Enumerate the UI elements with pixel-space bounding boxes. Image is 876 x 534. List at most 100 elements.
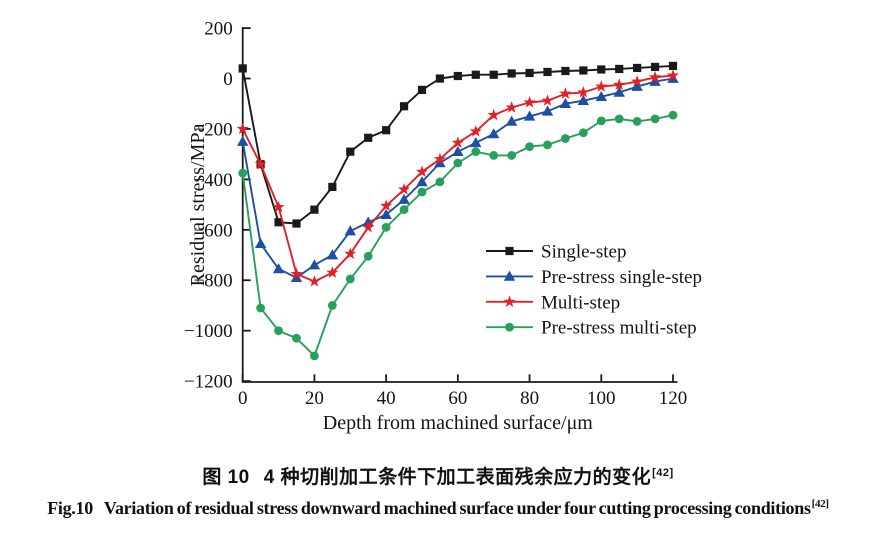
svg-text:20: 20 xyxy=(305,388,324,409)
svg-text:100: 100 xyxy=(587,388,616,409)
caption-chinese: 图 10 4 种切削加工条件下加工表面残余应力的变化[42] xyxy=(0,462,876,489)
caption-en-reference: [42] xyxy=(811,498,829,510)
triangle-marker xyxy=(308,259,321,270)
circle-marker xyxy=(505,322,514,332)
triangle-marker xyxy=(541,105,554,116)
circle-marker xyxy=(489,151,499,160)
square-marker xyxy=(310,205,319,214)
svg-text:0: 0 xyxy=(223,69,233,90)
square-marker xyxy=(346,147,355,156)
series-pre-stress-multi-step xyxy=(238,110,678,361)
square-marker xyxy=(471,70,480,79)
star-marker xyxy=(613,78,626,91)
star-marker xyxy=(362,220,375,233)
svg-text:120: 120 xyxy=(659,388,688,409)
circle-marker xyxy=(632,116,642,126)
triangle-marker xyxy=(649,75,661,86)
svg-text:−1000: −1000 xyxy=(184,321,233,342)
triangle-marker xyxy=(631,80,643,91)
circle-marker xyxy=(327,301,337,310)
circle-marker xyxy=(417,187,427,197)
star-marker xyxy=(236,122,249,135)
triangle-marker xyxy=(254,237,267,248)
star-marker xyxy=(648,70,662,83)
square-marker xyxy=(238,64,247,73)
star-marker xyxy=(505,101,518,113)
square-marker xyxy=(633,63,642,73)
square-marker xyxy=(382,126,391,135)
legend-item-single-step: Single-step xyxy=(486,242,627,263)
circle-marker xyxy=(596,116,606,126)
caption-en-number: Fig.10 xyxy=(47,498,93,518)
triangle-marker xyxy=(237,135,249,146)
star-marker xyxy=(631,75,644,87)
circle-marker xyxy=(238,168,248,178)
caption-zh-number: 图 10 xyxy=(202,467,250,488)
square-marker xyxy=(668,61,678,71)
star-marker xyxy=(326,266,339,278)
triangle-marker xyxy=(452,145,464,156)
square-marker xyxy=(399,102,409,111)
square-marker xyxy=(489,70,498,79)
legend-label: Single-step xyxy=(541,242,627,263)
legend-item-multi-step: Multi-step xyxy=(486,292,620,313)
star-marker xyxy=(595,80,608,92)
star-marker xyxy=(523,96,536,108)
star-marker xyxy=(272,200,285,213)
triangle-marker xyxy=(613,86,625,97)
circle-marker xyxy=(256,303,266,313)
legend-item-pre-stress-multi-step: Pre-stress multi-step xyxy=(486,318,697,339)
triangle-marker xyxy=(559,97,572,109)
circle-marker xyxy=(381,222,391,232)
series-multi-step xyxy=(236,69,680,287)
circle-marker xyxy=(399,205,409,215)
svg-text:0: 0 xyxy=(238,388,248,409)
square-marker xyxy=(274,218,283,227)
svg-text:80: 80 xyxy=(520,388,539,409)
star-marker xyxy=(666,69,680,81)
star-marker xyxy=(380,199,393,212)
square-marker xyxy=(417,85,427,94)
square-marker xyxy=(453,71,462,81)
triangle-marker xyxy=(595,90,607,101)
triangle-marker xyxy=(326,249,339,260)
circle-marker xyxy=(363,251,373,261)
svg-text:200: 200 xyxy=(204,19,233,40)
legend-label: Pre-stress multi-step xyxy=(541,318,697,339)
triangle-marker xyxy=(488,128,500,139)
star-marker xyxy=(469,125,482,137)
svg-text:−200: −200 xyxy=(193,119,232,140)
square-marker xyxy=(505,246,514,256)
legend-item-pre-stress-single-step: Pre-stress single-step xyxy=(486,267,702,288)
circle-marker xyxy=(310,351,319,361)
y-axis-title: Residual stress/MPa xyxy=(187,123,209,286)
triangle-marker xyxy=(523,110,536,121)
svg-text:60: 60 xyxy=(448,388,467,409)
square-marker xyxy=(525,68,534,78)
x-axis-title: Depth from machined surface/μm xyxy=(323,412,594,434)
triangle-marker xyxy=(344,225,356,236)
svg-text:−400: −400 xyxy=(193,170,232,191)
square-marker xyxy=(543,67,552,77)
star-marker xyxy=(433,152,447,165)
svg-text:−800: −800 xyxy=(193,271,232,292)
square-marker xyxy=(650,62,660,72)
star-marker xyxy=(559,87,572,99)
circle-marker xyxy=(453,158,463,168)
circle-marker xyxy=(543,140,552,150)
triangle-marker xyxy=(503,270,516,281)
star-marker xyxy=(503,295,516,307)
circle-marker xyxy=(274,326,283,336)
series-single-step xyxy=(238,61,678,228)
star-marker xyxy=(254,157,267,170)
triangle-marker xyxy=(470,137,482,148)
square-marker xyxy=(615,64,624,74)
square-marker xyxy=(292,219,301,228)
triangle-marker xyxy=(434,157,446,168)
circle-marker xyxy=(614,114,624,124)
star-marker xyxy=(577,86,590,98)
square-marker xyxy=(507,69,516,78)
star-marker xyxy=(451,136,464,148)
